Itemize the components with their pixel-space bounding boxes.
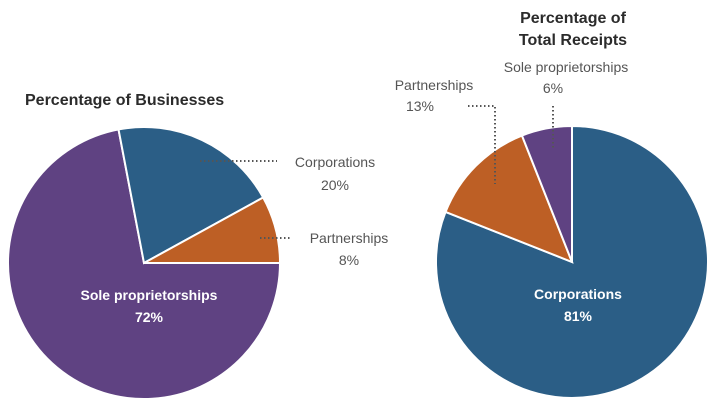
left-part-label: Partnerships (310, 230, 389, 246)
left-corp-value: 20% (321, 177, 349, 193)
receipts-slice-partnerships (444, 134, 574, 264)
right-corp-value: 81% (564, 308, 593, 324)
right-title-line2: Total Receipts (519, 32, 627, 49)
businesses-slice-partnerships (143, 196, 282, 264)
receipts-slice-sole-proprietorships (520, 124, 573, 263)
left-sole-label: Sole proprietorships (81, 287, 218, 303)
pie-businesses (7, 126, 282, 400)
right-corp-label: Corporations (534, 286, 622, 302)
businesses-slice-sole-proprietorships (7, 128, 282, 400)
businesses-slice-corporations (117, 126, 265, 265)
left-sole-value: 72% (135, 309, 164, 325)
right-title-line1: Percentage of (520, 10, 626, 27)
left-title: Percentage of Businesses (25, 92, 224, 109)
right-part-label: Partnerships (395, 77, 474, 93)
pie-receipts (435, 124, 709, 399)
right-sole-value: 6% (543, 80, 563, 96)
right-part-leader (468, 105, 496, 184)
left-part-value: 8% (339, 252, 359, 268)
left-corp-label: Corporations (295, 154, 375, 170)
right-part-value: 13% (406, 98, 434, 114)
right-sole-label: Sole proprietorships (504, 59, 629, 75)
